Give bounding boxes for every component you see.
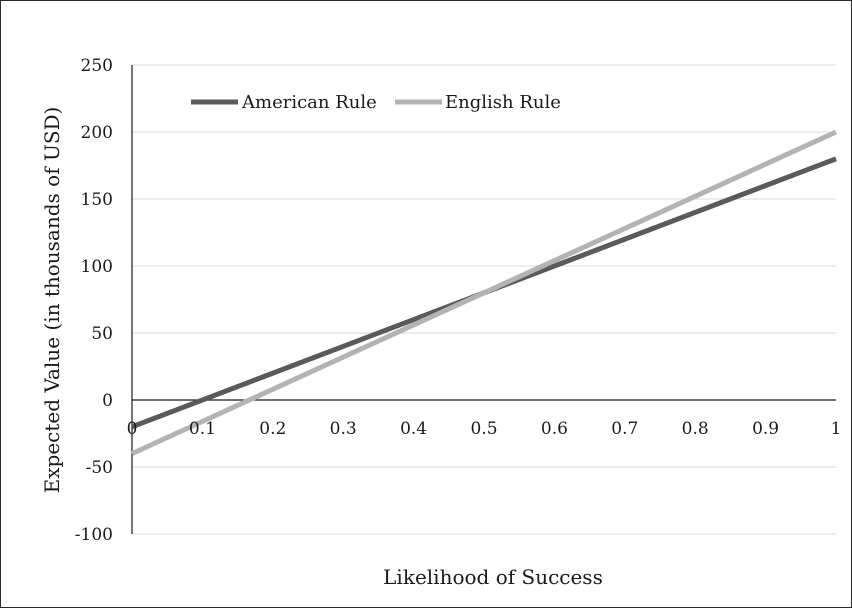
x-tick-label: 0.8 [682,419,709,439]
x-tick-label: 0.7 [611,419,638,439]
x-axis-title: Likelihood of Success [383,565,603,589]
tick-labels: 250 200 150 100 50 0 -50 -100 0 0.1 0.2 0.3 0.4 0.5 0.… [75,56,842,545]
series-line-english-rule [130,129,838,456]
y-tick-label: 250 [81,56,113,76]
legend-label-american-rule: American Rule [241,92,377,113]
x-tick-label: 1 [831,419,842,439]
axes [131,65,836,534]
y-tick-label: 0 [102,391,113,411]
y-tick-label: 150 [81,190,113,210]
series-lines [130,129,838,456]
x-tick-label: 0.4 [400,419,427,439]
y-tick-label: -50 [86,458,113,478]
y-tick-label: -100 [75,525,113,545]
x-tick-label: 0.2 [259,419,286,439]
gridlines [132,64,836,535]
x-tick-label: 0.9 [752,419,779,439]
legend-label-english-rule: English Rule [445,92,561,113]
x-tick-label: 0.1 [189,419,216,439]
y-tick-label: 50 [91,324,113,344]
y-axis-title: Expected Value (in thousands of USD) [40,107,64,494]
y-tick-label: 100 [81,257,113,277]
x-tick-label: 0.6 [541,419,568,439]
legend: American Rule English Rule [191,92,561,113]
x-tick-label: 0.5 [470,419,497,439]
y-tick-label: 200 [81,123,113,143]
x-tick-label: 0 [127,419,138,439]
x-tick-label: 0.3 [330,419,357,439]
